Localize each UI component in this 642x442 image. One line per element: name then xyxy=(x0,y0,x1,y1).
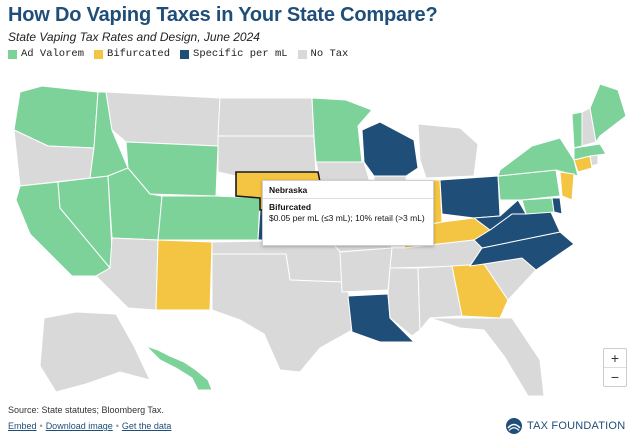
state-AL[interactable] xyxy=(417,265,463,332)
zoom-out-button[interactable]: − xyxy=(604,367,626,386)
legend: Ad Valorem Bifurcated Specific per mL No… xyxy=(8,48,348,60)
state-OH[interactable] xyxy=(439,175,501,219)
state-WY[interactable] xyxy=(125,141,219,197)
state-WI[interactable] xyxy=(361,121,419,177)
state-HI[interactable] xyxy=(145,345,213,391)
state-VT[interactable] xyxy=(571,111,583,149)
download-image-link[interactable]: Download image xyxy=(45,421,113,431)
link-separator: • xyxy=(39,421,43,431)
state-ME[interactable] xyxy=(589,83,627,144)
state-MA[interactable] xyxy=(573,143,607,161)
state-AR[interactable] xyxy=(339,247,393,293)
state-TX[interactable] xyxy=(211,253,353,373)
state-MD[interactable] xyxy=(521,197,555,215)
state-AK[interactable] xyxy=(39,311,151,393)
tooltip-state-name: Nebraska xyxy=(263,181,433,199)
legend-item-bifurcated[interactable]: Bifurcated xyxy=(94,48,170,60)
legend-item-specific[interactable]: Specific per mL xyxy=(180,48,288,60)
legend-item-ad-valorem[interactable]: Ad Valorem xyxy=(8,48,84,60)
state-CO[interactable] xyxy=(157,195,261,241)
link-separator: • xyxy=(115,421,119,431)
state-MT[interactable] xyxy=(105,91,221,147)
page-title: How Do Vaping Taxes in Your State Compar… xyxy=(8,4,438,26)
tax-foundation-logo-icon xyxy=(506,418,522,434)
get-data-link[interactable]: Get the data xyxy=(121,421,172,431)
legend-swatch-ad-valorem xyxy=(8,49,17,59)
legend-label-ad-valorem: Ad Valorem xyxy=(21,48,85,60)
state-MN[interactable] xyxy=(311,97,373,163)
brand-name: TAX FOUNDATION xyxy=(527,420,626,432)
us-map xyxy=(13,83,627,397)
state-ND[interactable] xyxy=(217,97,315,137)
state-SD[interactable] xyxy=(217,135,317,177)
state-FL[interactable] xyxy=(429,317,545,397)
legend-swatch-specific xyxy=(180,49,190,59)
zoom-controls: + − xyxy=(603,348,627,387)
state-tooltip: Nebraska Bifurcated $0.05 per mL (≤3 mL)… xyxy=(262,180,434,246)
source-note: Source: State statutes; Bloomberg Tax. xyxy=(8,405,164,415)
footer-links: Embed • Download image • Get the data xyxy=(8,421,171,431)
tax-foundation-logo[interactable]: TAX FOUNDATION xyxy=(505,417,625,435)
state-NJ[interactable] xyxy=(559,171,575,201)
tooltip-detail: $0.05 per mL (≤3 mL); 10% retail (>3 mL) xyxy=(269,212,425,223)
legend-item-no-tax[interactable]: No Tax xyxy=(297,48,349,60)
zoom-in-button[interactable]: + xyxy=(610,350,620,366)
nebraska-highlight-outline xyxy=(235,171,327,211)
state-NY[interactable] xyxy=(497,137,579,177)
subtitle: State Vaping Tax Rates and Design, June … xyxy=(8,30,260,44)
legend-label-no-tax: No Tax xyxy=(310,48,349,60)
embed-link[interactable]: Embed xyxy=(8,421,37,431)
legend-label-specific: Specific per mL xyxy=(193,48,288,60)
tooltip-category: Bifurcated xyxy=(269,202,312,212)
state-DE[interactable] xyxy=(551,197,563,215)
state-MI[interactable] xyxy=(417,123,479,179)
legend-label-bifurcated: Bifurcated xyxy=(107,48,171,60)
state-NM[interactable] xyxy=(155,239,213,311)
legend-swatch-no-tax xyxy=(297,49,307,59)
legend-swatch-bifurcated xyxy=(94,49,104,59)
